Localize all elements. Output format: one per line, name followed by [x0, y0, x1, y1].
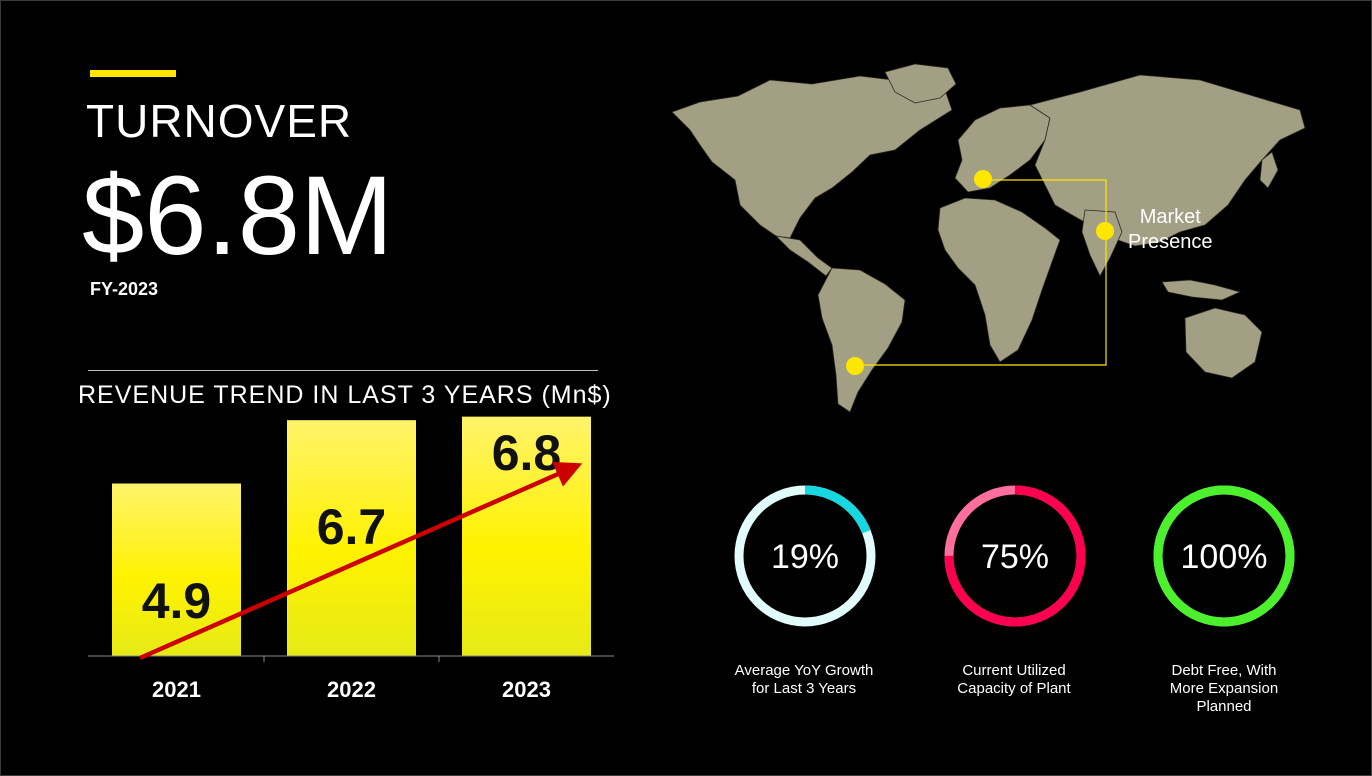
australia-shape [1184, 307, 1263, 379]
north-america-shape [671, 75, 953, 239]
market-label-line1: Market [1139, 206, 1201, 228]
gauge-progress-arc [1153, 485, 1295, 627]
gauge-value: 19% [771, 538, 839, 576]
kpi-caption-line: Current Utilized [962, 662, 1066, 679]
bar-2023 [462, 416, 591, 656]
gauge-progress-arc [944, 485, 1086, 627]
bar-value-label: 6.8 [492, 425, 562, 481]
trend-title: REVENUE TREND IN LAST 3 YEARS (Mn$) [78, 381, 612, 409]
connector-europe [992, 179, 1107, 232]
kpi-caption-line: Capacity of Plant [957, 680, 1071, 697]
market-presence-label: Market Presence [1128, 205, 1213, 255]
asia-shape [1029, 74, 1306, 247]
trend-divider [88, 370, 598, 371]
south-america-shape [817, 267, 906, 413]
market-marker-europe [974, 170, 992, 188]
kpi-caption-growth: Average YoY Growth for Last 3 Years [714, 662, 894, 698]
connector-south-america [864, 232, 1107, 366]
kpi-caption-line: Debt Free, With [1171, 662, 1277, 679]
bar-2022 [287, 420, 416, 656]
turnover-value: $6.8M [82, 153, 394, 278]
market-presence-connectors [864, 179, 1107, 366]
europe-shape [954, 104, 1051, 193]
market-label-line2: Presence [1128, 231, 1213, 253]
africa-shape [937, 197, 1061, 363]
gauge-progress-arc [734, 485, 876, 627]
revenue-bar-chart: 4.9 2021 6.7 2022 6.8 2023 [88, 416, 614, 702]
bar-value-label: 4.9 [142, 573, 212, 629]
turnover-year: FY-2023 [90, 279, 159, 299]
bar-2021 [112, 483, 241, 656]
greenland-shape [884, 63, 957, 104]
market-marker-south-america [846, 357, 864, 375]
kpi-caption-debt: Debt Free, With More Expansion Planned [1134, 662, 1314, 716]
central-america-shape [774, 235, 833, 277]
trend-arrow [139, 461, 583, 661]
gauge-value: 75% [981, 538, 1049, 576]
indonesia-shape [1161, 279, 1242, 301]
turnover-label: TURNOVER [86, 95, 353, 147]
accent-bar [90, 70, 176, 77]
x-tick-label: 2022 [327, 677, 376, 702]
gauge-value: 100% [1181, 538, 1268, 576]
kpi-caption-line: Planned [1196, 698, 1252, 715]
kpi-caption-line: More Expansion [1169, 680, 1279, 697]
kpi-caption-capacity: Current Utilized Capacity of Plant [924, 662, 1104, 698]
bar-value-label: 6.7 [317, 499, 387, 555]
market-marker-india [1096, 222, 1114, 240]
x-tick-label: 2021 [152, 677, 201, 702]
japan-shape [1259, 151, 1279, 189]
kpi-caption-line: for Last 3 Years [751, 680, 857, 697]
kpi-caption-line: Average YoY Growth [734, 662, 874, 679]
x-tick-label: 2023 [502, 677, 551, 702]
